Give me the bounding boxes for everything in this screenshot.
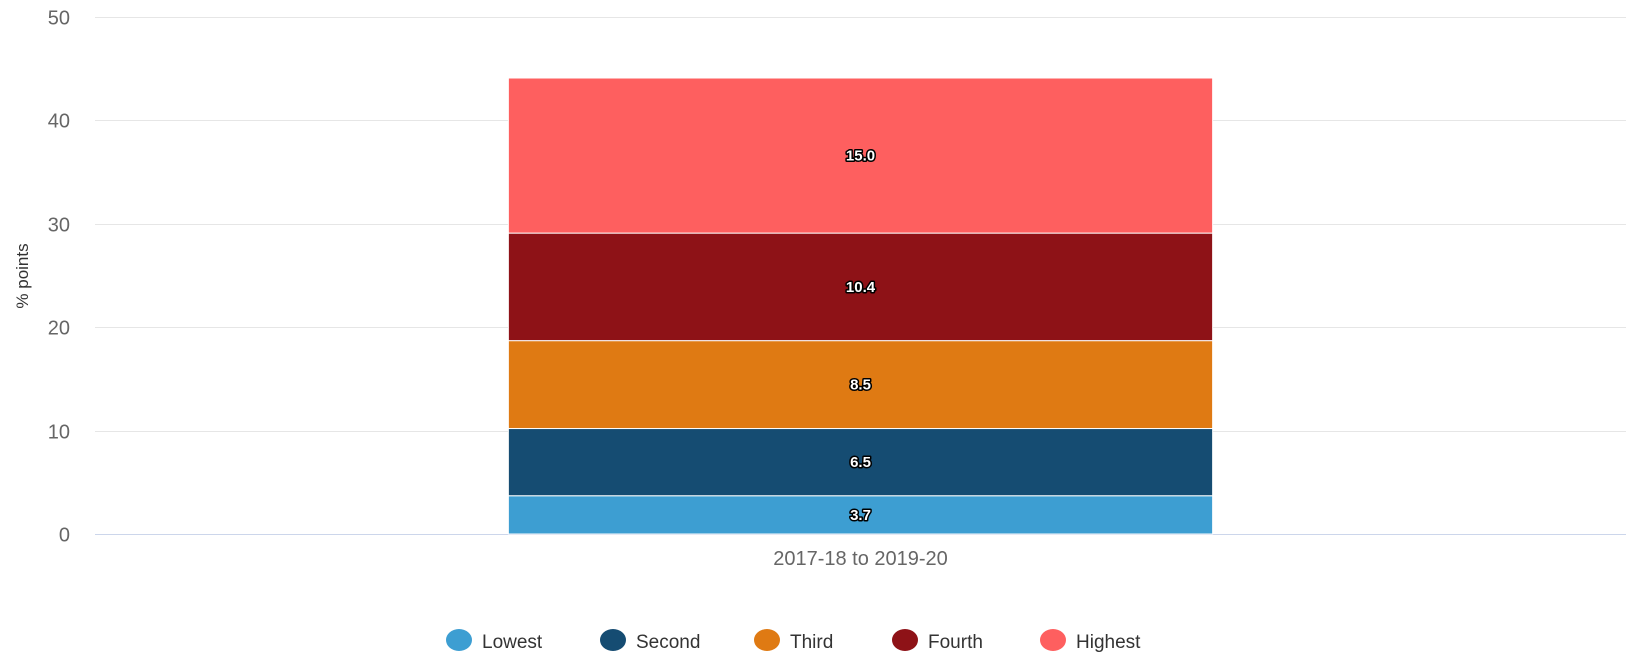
legend-label-third: Third (790, 632, 833, 653)
x-axis-category-labels: 2017-18 to 2019-20 (773, 548, 948, 570)
y-axis-title: % points (13, 243, 32, 308)
bar-segment-third (507, 340, 1214, 430)
legend-label-second: Second (636, 632, 700, 653)
legend-label-lowest: Lowest (482, 632, 543, 653)
data-label: 8.5 (850, 377, 871, 394)
data-labels: 3.7 6.5 8.5 10.4 15.0 (844, 146, 877, 525)
data-label: 15.0 (846, 148, 875, 165)
bar-segment-second (507, 428, 1214, 497)
y-tick-label: 30 (48, 215, 70, 237)
bar-segments (507, 77, 1214, 535)
y-tick-label: 0 (59, 525, 70, 547)
legend-symbol-third (754, 629, 780, 651)
legend-label-fourth: Fourth (928, 632, 983, 653)
y-tick-label: 10 (48, 422, 70, 444)
legend: Lowest Second Third Fourth Highest (446, 629, 1141, 653)
y-axis-tick-labels: 0 10 20 30 40 50 (48, 8, 70, 547)
y-tick-label: 50 (48, 8, 70, 30)
y-tick-label: 20 (48, 318, 70, 340)
legend-symbol-fourth (892, 629, 918, 651)
y-tick-label: 40 (48, 111, 70, 133)
bar-segment-highest (507, 77, 1214, 234)
legend-label-highest: Highest (1076, 632, 1141, 653)
data-label: 10.4 (846, 279, 876, 296)
legend-symbol-highest (1040, 629, 1066, 651)
data-label: 3.7 (850, 507, 871, 524)
bar-segment-lowest (507, 495, 1214, 535)
x-category-label: 2017-18 to 2019-20 (773, 548, 948, 570)
data-label: 6.5 (850, 454, 871, 471)
legend-symbol-lowest (446, 629, 472, 651)
legend-symbol-second (600, 629, 626, 651)
